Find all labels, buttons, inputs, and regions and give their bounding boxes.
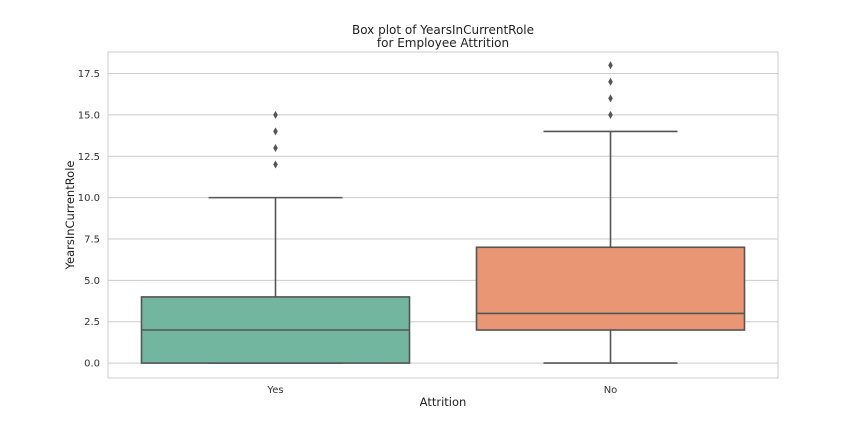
x-axis-label: Attrition [420, 395, 467, 409]
y-axis-ticks: 0.0 2.5 5.0 7.5 10.0 12.5 15.0 17.5 [78, 69, 100, 370]
box-yes [140, 110, 411, 364]
plot-frame [107, 51, 779, 379]
x-tick-label: Yes [266, 385, 283, 396]
y-tick-label: 12.5 [78, 152, 100, 163]
y-tick-label: 10.0 [78, 193, 100, 204]
x-axis-ticks: Yes No [266, 385, 617, 396]
outlier-point [608, 77, 613, 86]
outlier-point [273, 143, 278, 152]
y-tick-label: 15.0 [78, 110, 100, 121]
box-iqr [475, 246, 746, 331]
y-axis-label: YearsInCurrentRole [63, 161, 77, 271]
y-tick-label: 5.0 [84, 276, 100, 287]
box-no [475, 61, 746, 364]
chart-subtitle: for Employee Attrition [377, 36, 509, 50]
y-tick-label: 17.5 [78, 69, 100, 80]
boxes [140, 61, 746, 364]
outlier-point [608, 110, 613, 119]
outlier-point [273, 127, 278, 136]
y-tick-label: 2.5 [84, 317, 100, 328]
outlier-point [608, 94, 613, 103]
outlier-point [273, 110, 278, 119]
x-tick-label: No [604, 385, 618, 396]
outlier-point [273, 160, 278, 169]
y-tick-label: 7.5 [84, 234, 100, 245]
chart-title: Box plot of YearsInCurrentRole [352, 23, 534, 37]
y-tick-label: 0.0 [84, 359, 100, 370]
outlier-point [608, 61, 613, 70]
